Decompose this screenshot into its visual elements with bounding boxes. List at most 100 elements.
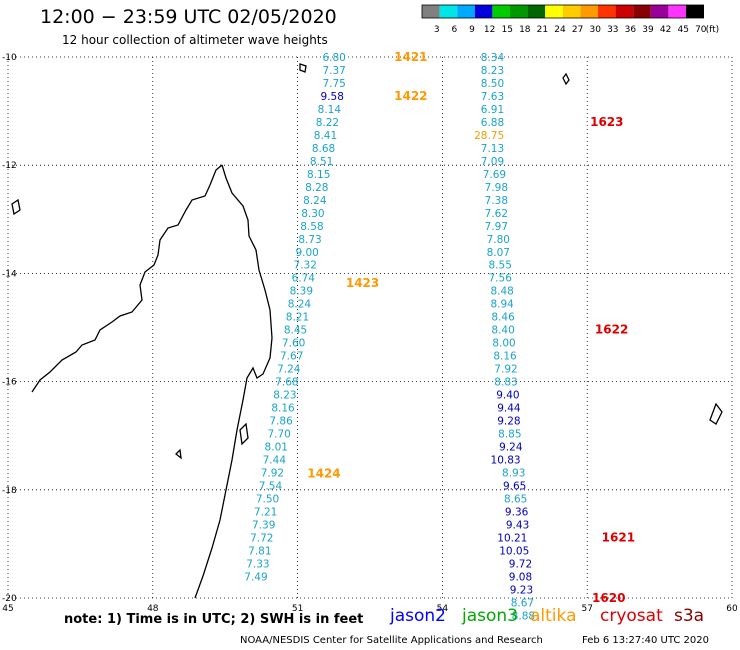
wave-height-value: 9.65 bbox=[503, 480, 526, 492]
wave-height-value: 8.15 bbox=[307, 169, 330, 181]
wave-height-value: 7.60 bbox=[282, 338, 305, 350]
wave-height-value: 8.14 bbox=[318, 104, 342, 116]
wave-height-value: 7.68 bbox=[275, 377, 298, 389]
wave-height-value: 9.23 bbox=[510, 584, 533, 596]
pass-time-label: 1623 bbox=[590, 115, 623, 129]
legend-altika: altika bbox=[530, 606, 577, 626]
pass-time-label: 1621 bbox=[602, 530, 635, 544]
scale-swatch bbox=[545, 5, 563, 18]
wave-height-value: 8.30 bbox=[301, 208, 324, 220]
wave-height-value: 10.21 bbox=[497, 532, 527, 544]
scale-label: 45 bbox=[677, 25, 688, 35]
wave-height-value: 9.00 bbox=[295, 247, 318, 259]
y-tick-label: -18 bbox=[2, 486, 17, 496]
lat-lon-grid bbox=[7, 56, 733, 599]
footer-note: note: 1) Time is in UTC; 2) SWH is in fe… bbox=[64, 612, 364, 627]
wave-height-value: 7.81 bbox=[248, 545, 271, 557]
island-small-nw bbox=[299, 63, 307, 73]
wave-height-value: 7.62 bbox=[485, 208, 508, 220]
pass-time-label: 1424 bbox=[307, 467, 340, 481]
wave-height-value: 9.72 bbox=[509, 558, 532, 570]
wave-height-value: 7.56 bbox=[489, 273, 513, 285]
wave-height-value: 8.58 bbox=[300, 221, 323, 233]
scale-label: 9 bbox=[469, 25, 475, 35]
scale-swatch bbox=[474, 5, 493, 18]
y-tick-label: -14 bbox=[2, 269, 17, 279]
scale-swatch bbox=[598, 5, 616, 18]
wave-height-value: 7.37 bbox=[322, 65, 345, 77]
wave-height-value: 8.22 bbox=[316, 117, 339, 129]
time-labels: 1421 1422 1423 1424 1623 1622 1621 1620 bbox=[307, 50, 635, 605]
wave-height-value: 7.39 bbox=[252, 519, 275, 531]
wave-height-value: 7.49 bbox=[244, 571, 267, 583]
scale-swatch bbox=[615, 5, 634, 18]
wave-height-value: 8.83 bbox=[494, 377, 517, 389]
scale-label: 24 bbox=[554, 25, 566, 35]
wave-height-value: 6.88 bbox=[481, 117, 504, 129]
map-title: 12:00 − 23:59 UTC 02/05/2020 bbox=[40, 6, 337, 28]
pass-time-label: 1620 bbox=[592, 591, 625, 605]
madagascar-tip bbox=[209, 164, 223, 186]
scale-unit: (ft) bbox=[706, 25, 720, 35]
wave-height-value: 7.44 bbox=[263, 455, 287, 467]
wave-height-value: 8.21 bbox=[286, 312, 309, 324]
wave-height-value: 7.98 bbox=[485, 182, 508, 194]
wave-height-value: 8.24 bbox=[288, 299, 312, 311]
madagascar-coast bbox=[31, 164, 273, 599]
scale-swatch bbox=[668, 5, 686, 18]
wave-height-value: 8.00 bbox=[492, 338, 515, 350]
wave-height-value: 7.70 bbox=[267, 429, 290, 441]
scale-label: 70 bbox=[695, 25, 707, 35]
wave-height-value: 8.93 bbox=[502, 467, 525, 479]
wave-height-value: 28.75 bbox=[474, 130, 504, 142]
scale-label: 36 bbox=[625, 25, 637, 35]
wave-height-value: 8.23 bbox=[481, 65, 504, 77]
wave-height-value: 6.80 bbox=[322, 52, 345, 64]
wave-height-value: 8.50 bbox=[481, 78, 504, 90]
scale-label: 3 bbox=[434, 25, 440, 35]
wave-height-value: 7.32 bbox=[294, 260, 317, 272]
wave-height-value: 9.44 bbox=[497, 403, 521, 415]
coastline bbox=[11, 63, 723, 599]
track-east: 8.348.238.507.636.916.8828.757.137.097.6… bbox=[474, 52, 535, 622]
scale-label: 30 bbox=[589, 25, 601, 35]
wave-height-value: 8.55 bbox=[489, 260, 512, 272]
scale-label: 42 bbox=[660, 25, 671, 35]
wave-height-value: 9.58 bbox=[321, 91, 344, 103]
track-west: 6.807.377.759.588.148.228.418.688.518.15… bbox=[244, 52, 346, 583]
scale-label: 18 bbox=[519, 25, 531, 35]
x-tick-label: 51 bbox=[292, 604, 303, 614]
y-tick-label: -10 bbox=[2, 53, 17, 63]
legend-jason2: jason2 bbox=[390, 606, 446, 626]
wave-height-value: 8.24 bbox=[303, 195, 327, 207]
island-east bbox=[709, 402, 723, 425]
x-tick-label: 45 bbox=[2, 604, 13, 614]
pass-time-label: 1422 bbox=[394, 89, 427, 103]
wave-height-value: 8.16 bbox=[271, 403, 295, 415]
wave-height-value: 9.28 bbox=[497, 416, 520, 428]
wave-height-value: 9.36 bbox=[505, 506, 529, 518]
island-ste-marie bbox=[239, 422, 249, 446]
wave-height-value: 7.92 bbox=[261, 467, 284, 479]
scale-swatch bbox=[527, 5, 546, 18]
wave-height-value: 8.40 bbox=[491, 325, 514, 337]
wave-height-value: 8.68 bbox=[312, 143, 335, 155]
wave-height-value: 8.85 bbox=[498, 429, 521, 441]
wave-height-value: 9.24 bbox=[499, 442, 523, 454]
scale-swatch bbox=[686, 5, 704, 18]
wave-height-value: 7.97 bbox=[485, 221, 508, 233]
wave-height-value: 7.69 bbox=[483, 169, 506, 181]
wave-height-value: 8.45 bbox=[284, 325, 307, 337]
scale-swatch bbox=[439, 5, 458, 18]
wave-height-value: 8.23 bbox=[273, 390, 296, 402]
wave-height-value: 7.80 bbox=[487, 234, 510, 246]
wave-height-value: 7.54 bbox=[259, 480, 283, 492]
x-tick-label: 57 bbox=[581, 604, 592, 614]
scale-label: 33 bbox=[607, 25, 618, 35]
wave-height-value: 8.48 bbox=[490, 286, 513, 298]
x-tick-label: 60 bbox=[726, 604, 738, 614]
wave-height-value: 10.83 bbox=[491, 455, 521, 467]
scale-swatch bbox=[562, 5, 581, 18]
color-scale-legend: 3 6 9 12 15 18 21 24 27 30 33 36 39 42 45 70 (ft) bbox=[421, 4, 720, 35]
